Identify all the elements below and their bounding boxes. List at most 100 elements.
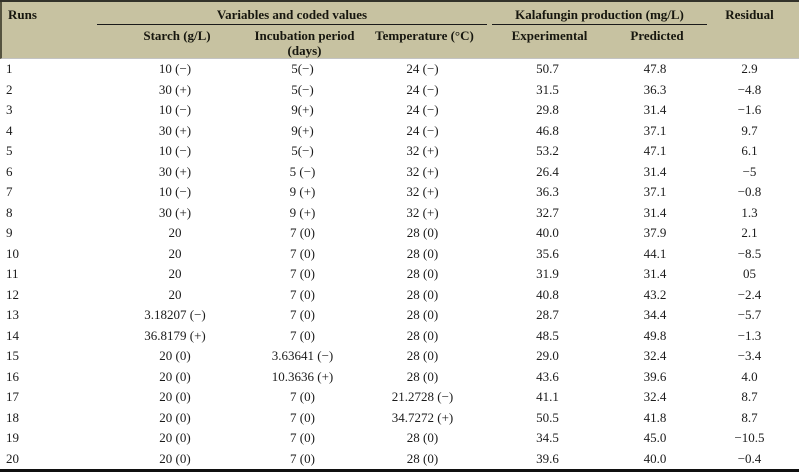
cell-incubation-period: 7 (0) bbox=[290, 245, 315, 261]
cell-residual: 2.9 bbox=[741, 61, 758, 77]
group-header-kalafungin-production: Kalafungin production (mg/L) bbox=[515, 7, 684, 22]
table-row: 10 20 7 (0) 28 (0) 35.6 44.1 −8.5 bbox=[0, 244, 799, 265]
cell-runs: 11 bbox=[6, 266, 19, 282]
cell-runs: 18 bbox=[6, 409, 19, 425]
table-row: 9 20 7 (0) 28 (0) 40.0 37.9 2.1 bbox=[0, 223, 799, 244]
cell-starch: 36.8179 (+) bbox=[144, 327, 206, 343]
table-row: 1 10 (−) 5(−) 24 (−) 50.7 47.8 2.9 bbox=[0, 59, 799, 80]
cell-incubation-period: 9 (+) bbox=[289, 204, 316, 220]
cell-experimental: 40.0 bbox=[536, 225, 559, 241]
cell-starch: 20 (0) bbox=[159, 430, 191, 446]
table-row: 3 10 (−) 9(+) 24 (−) 29.8 31.4 −1.6 bbox=[0, 100, 799, 121]
cell-residual: 6.1 bbox=[741, 143, 758, 159]
cell-incubation-period: 9(+) bbox=[291, 122, 314, 138]
cell-temperature: 28 (0) bbox=[406, 266, 439, 282]
table-row: 6 30 (+) 5 (−) 32 (+) 26.4 31.4 −5 bbox=[0, 162, 799, 183]
cell-incubation-period: 5 (−) bbox=[289, 163, 316, 179]
production-group-underline bbox=[492, 24, 707, 25]
table-row: 2 30 (+) 5(−) 24 (−) 31.5 36.3 −4.8 bbox=[0, 80, 799, 101]
column-header-predicted: Predicted bbox=[630, 28, 684, 43]
cell-incubation-period: 3.63641 (−) bbox=[271, 348, 334, 364]
cell-starch: 20 bbox=[168, 266, 182, 282]
cell-incubation-period: 7 (0) bbox=[290, 409, 315, 425]
cell-temperature: 28 (0) bbox=[406, 368, 439, 384]
cell-residual: 8.7 bbox=[741, 409, 758, 425]
cell-predicted: 31.4 bbox=[643, 163, 667, 179]
cell-experimental: 50.7 bbox=[536, 61, 559, 77]
cell-starch: 20 bbox=[168, 245, 182, 261]
group-header-variables: Variables and coded values bbox=[216, 7, 368, 22]
cell-experimental: 48.5 bbox=[536, 327, 559, 343]
cell-residual: −8.5 bbox=[737, 245, 762, 261]
cell-starch: 20 (0) bbox=[159, 409, 191, 425]
cell-runs: 4 bbox=[6, 122, 13, 138]
cell-temperature: 24 (−) bbox=[406, 102, 439, 118]
table-row: 18 20 (0) 7 (0) 34.7272 (+) 50.5 41.8 8.7 bbox=[0, 408, 799, 429]
cell-experimental: 31.9 bbox=[536, 266, 559, 282]
cell-incubation-period: 7 (0) bbox=[290, 389, 315, 405]
cell-runs: 8 bbox=[6, 204, 13, 220]
column-header-runs: Runs bbox=[8, 7, 37, 22]
cell-temperature: 28 (0) bbox=[406, 286, 439, 302]
cell-temperature: 28 (0) bbox=[406, 348, 439, 364]
cell-residual: −0.4 bbox=[737, 450, 762, 466]
column-header-residual: Residual bbox=[725, 7, 774, 22]
cell-temperature: 28 (0) bbox=[406, 307, 439, 323]
variables-group-underline bbox=[97, 24, 487, 25]
cell-incubation-period: 7 (0) bbox=[290, 327, 315, 343]
cell-incubation-period: 10.3636 (+) bbox=[271, 368, 334, 384]
column-header-incubation-period: Incubation period (days) bbox=[247, 28, 362, 58]
cell-runs: 2 bbox=[6, 81, 13, 97]
cell-starch: 10 (−) bbox=[158, 143, 192, 159]
cell-temperature: 24 (−) bbox=[406, 61, 439, 77]
table-row: 11 20 7 (0) 28 (0) 31.9 31.4 05 bbox=[0, 264, 799, 285]
cell-residual: −5.7 bbox=[737, 307, 762, 323]
cell-residual: −1.3 bbox=[737, 327, 762, 343]
cell-temperature: 24 (−) bbox=[406, 122, 439, 138]
cell-predicted: 32.4 bbox=[643, 389, 667, 405]
cell-temperature: 32 (+) bbox=[406, 204, 439, 220]
table-row: 7 10 (−) 9 (+) 32 (+) 36.3 37.1 −0.8 bbox=[0, 182, 799, 203]
cell-runs: 10 bbox=[6, 245, 19, 261]
cell-incubation-period: 5(−) bbox=[291, 61, 314, 77]
cell-runs: 1 bbox=[6, 61, 13, 77]
cell-runs: 9 bbox=[6, 225, 13, 241]
cell-temperature: 32 (+) bbox=[406, 184, 439, 200]
cell-runs: 16 bbox=[6, 368, 19, 384]
cell-incubation-period: 9(+) bbox=[291, 102, 314, 118]
cell-experimental: 26.4 bbox=[536, 163, 559, 179]
cell-predicted: 37.9 bbox=[643, 225, 667, 241]
cell-runs: 6 bbox=[6, 163, 13, 179]
cell-predicted: 47.8 bbox=[643, 61, 667, 77]
cell-predicted: 49.8 bbox=[643, 327, 667, 343]
cell-starch: 10 (−) bbox=[158, 102, 192, 118]
cell-temperature: 21.2728 (−) bbox=[391, 389, 454, 405]
cell-incubation-period: 5(−) bbox=[291, 143, 314, 159]
cell-predicted: 41.8 bbox=[643, 409, 667, 425]
table-body: 1 10 (−) 5(−) 24 (−) 50.7 47.8 2.9 2 30 (+) 5(−) 2… bbox=[0, 59, 799, 469]
cell-experimental: 40.8 bbox=[536, 286, 559, 302]
cell-residual: −3.4 bbox=[737, 348, 762, 364]
cell-temperature: 28 (0) bbox=[406, 245, 439, 261]
cell-temperature: 28 (0) bbox=[406, 327, 439, 343]
cell-incubation-period: 7 (0) bbox=[290, 266, 315, 282]
cell-experimental: 32.7 bbox=[536, 204, 559, 220]
cell-runs: 17 bbox=[6, 389, 19, 405]
cell-predicted: 31.4 bbox=[643, 102, 667, 118]
cell-experimental: 29.8 bbox=[536, 102, 559, 118]
cell-starch: 30 (+) bbox=[158, 204, 192, 220]
table-row: 20 20 (0) 7 (0) 28 (0) 39.6 40.0 −0.4 bbox=[0, 449, 799, 470]
cell-runs: 5 bbox=[6, 143, 13, 159]
cell-predicted: 44.1 bbox=[643, 245, 667, 261]
cell-residual: 05 bbox=[743, 266, 756, 282]
cell-starch: 20 bbox=[168, 225, 182, 241]
cell-incubation-period: 7 (0) bbox=[290, 307, 315, 323]
cell-residual: −5 bbox=[742, 163, 757, 179]
cell-predicted: 31.4 bbox=[643, 204, 667, 220]
cell-runs: 20 bbox=[6, 450, 19, 466]
cell-starch: 30 (+) bbox=[158, 81, 192, 97]
cell-starch: 20 (0) bbox=[159, 450, 191, 466]
cell-incubation-period: 5(−) bbox=[291, 81, 314, 97]
incubation-period-line1: Incubation period bbox=[254, 28, 355, 43]
